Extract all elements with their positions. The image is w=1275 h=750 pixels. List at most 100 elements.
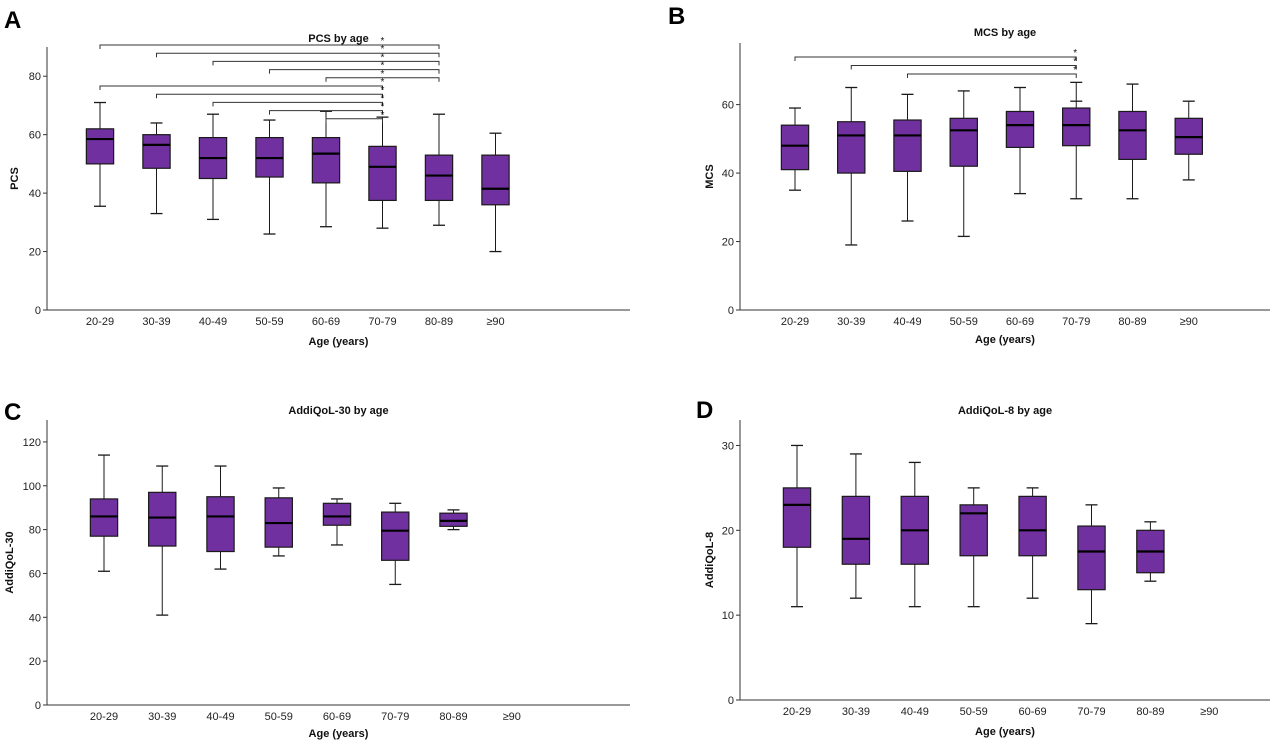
panel-a-sig-bracket xyxy=(325,118,383,123)
panel-c-box-4 xyxy=(322,502,352,526)
panel-c-x-tick-label: 50-59 xyxy=(265,711,293,723)
panel-b-y-tick-label: 0 xyxy=(728,305,734,317)
panel-b-x-tick-label: 30-39 xyxy=(837,316,865,328)
panel-a-box-1 xyxy=(142,134,171,169)
panel-a-x-tick-label: 80-89 xyxy=(425,316,453,328)
panel-d-x-tick-label: 50-59 xyxy=(960,706,988,718)
panel-d-box-5 xyxy=(1077,525,1106,591)
panel-d-box-1 xyxy=(841,495,871,565)
panel-a-sig-bracket xyxy=(99,85,383,90)
panel-a-sig-marker: * xyxy=(381,44,385,55)
panel-a-box-6 xyxy=(424,154,454,202)
panel-a-sig-bracket xyxy=(212,60,440,66)
panel-c-title: AddiQoL-30 by age xyxy=(288,405,388,417)
panel-a-box-7 xyxy=(481,154,510,206)
panel-a-sig-bracket xyxy=(99,44,440,49)
panel-c-x-tick-label: 80-89 xyxy=(439,711,467,723)
panel-b-x-tick-label: ≥90 xyxy=(1180,316,1198,328)
panel-a-x-tick-label: 60-69 xyxy=(312,316,340,328)
panel-b-y-tick-label: 40 xyxy=(722,168,734,180)
panel-d-y-tick-label: 20 xyxy=(722,525,734,537)
panel-b-sig-marker: * xyxy=(1073,57,1077,68)
panel-a-y-tick-label: 20 xyxy=(29,247,41,259)
panel-b-x-tick-label: 40-49 xyxy=(893,316,921,328)
panel-d-y-axis-label: AddiQoL-8 xyxy=(704,532,716,588)
panel-a-sig-bracket xyxy=(325,77,440,82)
panel-a-sig-marker: * xyxy=(381,110,385,121)
panel-d-x-tick-label: 70-79 xyxy=(1077,706,1105,718)
panel-b-y-tick-label: 20 xyxy=(722,237,734,249)
panel-a-y-tick-label: 80 xyxy=(29,71,41,83)
panel-a-sig-marker: * xyxy=(381,69,385,80)
panel-b-x-tick-label: 60-69 xyxy=(1006,316,1034,328)
panel-c-y-tick-label: 20 xyxy=(29,656,41,668)
panel-d-x-tick-label: ≥90 xyxy=(1200,706,1218,718)
panel-b-sig-bracket xyxy=(907,73,1077,78)
panel-d-box-0 xyxy=(782,487,812,548)
panel-d-y-tick-label: 10 xyxy=(722,610,734,622)
panel-c-y-tick-label: 40 xyxy=(29,612,41,624)
panel-d-y-tick-label: 0 xyxy=(728,695,734,707)
panel-c-x-tick-label: 20-29 xyxy=(90,711,118,723)
panel-d-x-tick-label: 40-49 xyxy=(901,706,929,718)
panel-a-box-4 xyxy=(311,136,341,184)
panel-c-y-tick-label: 60 xyxy=(29,568,41,580)
panel-label-c: C xyxy=(4,399,21,426)
panel-b-title: MCS by age xyxy=(974,27,1036,39)
panel-a-x-axis-label: Age (years) xyxy=(309,336,369,348)
panel-c-y-tick-label: 100 xyxy=(23,481,41,493)
panel-b-sig-marker: * xyxy=(1073,65,1077,76)
panel-b-box-2 xyxy=(893,119,922,172)
panel-c-x-tick-label: 40-49 xyxy=(206,711,234,723)
panel-c-x-axis-label: Age (years) xyxy=(309,728,369,740)
panel-a-sig-marker: * xyxy=(381,93,385,104)
panel-c-x-tick-label: 60-69 xyxy=(323,711,351,723)
panel-a-sig-bracket xyxy=(212,101,383,107)
panel-a-y-axis-label: PCS xyxy=(9,167,21,190)
panel-a-sig-bracket xyxy=(269,69,440,74)
panel-b-x-tick-label: 20-29 xyxy=(781,316,809,328)
panel-a-x-tick-label: 70-79 xyxy=(368,316,396,328)
panel-a-sig-bracket xyxy=(156,93,383,99)
panel-d-box-4 xyxy=(1018,495,1047,557)
panel-c-box-1 xyxy=(148,491,177,547)
panel-c-y-tick-label: 0 xyxy=(35,700,41,712)
panel-c-x-tick-label: ≥90 xyxy=(503,711,521,723)
panel-a-y-tick-label: 60 xyxy=(29,130,41,142)
panel-b-box-1 xyxy=(837,121,866,174)
panel-d-x-tick-label: 80-89 xyxy=(1136,706,1164,718)
panel-d-x-tick-label: 60-69 xyxy=(1019,706,1047,718)
panel-a-title: PCS by age xyxy=(308,33,369,45)
panel-a-x-tick-label: 20-29 xyxy=(86,316,114,328)
panel-d-y-tick-label: 30 xyxy=(722,440,734,452)
panel-b-x-tick-label: 50-59 xyxy=(950,316,978,328)
panel-c-box-5 xyxy=(381,511,410,561)
panel-d-x-tick-label: 30-39 xyxy=(842,706,870,718)
panel-a-y-tick-label: 0 xyxy=(35,305,41,317)
panel-d-title: AddiQoL-8 by age xyxy=(958,405,1052,417)
panel-a-y-tick-label: 40 xyxy=(29,188,41,200)
panel-b-y-axis-label: MCS xyxy=(704,164,716,188)
panel-b-sig-bracket xyxy=(850,65,1077,70)
panel-a-box-0 xyxy=(85,128,115,165)
panel-b-box-0 xyxy=(780,124,810,171)
panel-b-sig-marker: * xyxy=(1073,48,1077,59)
panel-a-x-tick-label: 40-49 xyxy=(199,316,227,328)
panel-c-x-tick-label: 70-79 xyxy=(381,711,409,723)
panel-b-y-tick-label: 60 xyxy=(722,100,734,112)
panel-a-sig-marker: * xyxy=(381,61,385,72)
panel-label-a: A xyxy=(4,7,21,34)
panel-a-sig-bracket xyxy=(269,110,383,115)
panel-a-box-5 xyxy=(368,145,397,202)
panel-a-x-tick-label: ≥90 xyxy=(486,316,504,328)
panel-c-x-tick-label: 30-39 xyxy=(148,711,176,723)
panel-b-box-5 xyxy=(1062,107,1091,147)
panel-c-box-2 xyxy=(206,496,235,553)
panel-b-sig-bracket xyxy=(794,56,1077,61)
panel-a-x-tick-label: 50-59 xyxy=(255,316,283,328)
panel-a-sig-marker: * xyxy=(381,85,385,96)
panel-b-box-6 xyxy=(1118,110,1147,160)
panel-b-box-4 xyxy=(1005,110,1035,149)
